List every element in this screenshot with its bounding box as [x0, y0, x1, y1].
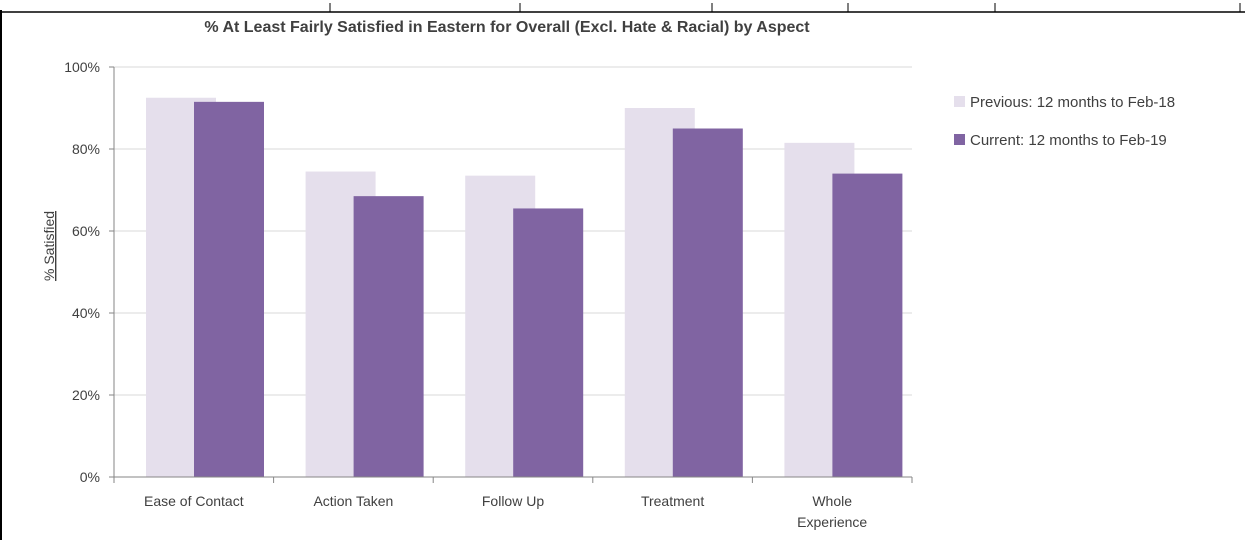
bar-current: [513, 208, 584, 477]
spreadsheet-gridlines: [0, 3, 1245, 13]
legend-swatch: [954, 96, 965, 107]
y-tick-label: 40%: [72, 305, 100, 321]
y-tick-label: 60%: [72, 223, 100, 239]
y-tick-label: 20%: [72, 387, 100, 403]
x-tick-label: Whole Experience: [797, 493, 867, 530]
plot-area: 0% 20% 40% 60% 80% 100% Ease of Contact Action …: [64, 59, 913, 530]
spreadsheet-row-edge: [0, 0, 1245, 13]
legend-swatch: [954, 134, 965, 145]
legend-label: Current: 12 months to Feb-19: [970, 132, 1167, 149]
y-tick-label: 100%: [64, 59, 100, 75]
y-axis-title: % Satisfied: [41, 211, 57, 281]
bar-current: [832, 173, 903, 477]
chart-area: % At Least Fairly Satisfied in Eastern f…: [0, 10, 1245, 540]
x-tick-label: Follow Up: [482, 493, 544, 509]
bar-current: [353, 196, 424, 477]
chart-title: % At Least Fairly Satisfied in Eastern f…: [204, 19, 810, 36]
legend-label: Previous: 12 months to Feb-18: [970, 94, 1175, 111]
x-tick-label: Action Taken: [313, 493, 393, 509]
x-tick-label: Ease of Contact: [144, 493, 244, 509]
legend: Previous: 12 months to Feb-18 Current: 12…: [954, 94, 1175, 149]
x-tick-label: Treatment: [641, 493, 704, 509]
bar-chart: % At Least Fairly Satisfied in Eastern f…: [41, 19, 1175, 530]
bar-current: [194, 101, 264, 477]
bar-current: [672, 128, 743, 477]
y-tick-label: 0%: [80, 469, 100, 485]
y-tick-label: 80%: [72, 141, 100, 157]
